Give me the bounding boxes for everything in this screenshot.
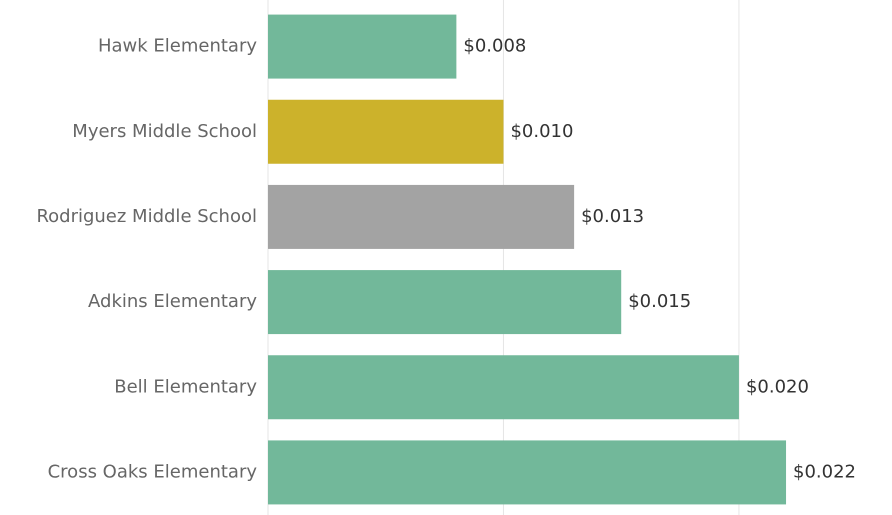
y-tick-label: Bell Elementary xyxy=(114,376,257,397)
y-tick-label: Adkins Elementary xyxy=(88,291,257,312)
bar xyxy=(268,184,575,249)
bar xyxy=(268,270,622,335)
bar xyxy=(268,14,457,79)
bar xyxy=(268,440,787,505)
value-label: $0.020 xyxy=(746,376,809,397)
value-label: $0.015 xyxy=(628,291,691,312)
value-label: $0.022 xyxy=(793,461,856,482)
bar xyxy=(268,355,739,420)
bar xyxy=(268,99,504,164)
y-tick-label: Rodriguez Middle School xyxy=(36,206,257,227)
value-label: $0.010 xyxy=(510,121,573,142)
y-tick-label: Myers Middle School xyxy=(72,121,257,142)
value-label: $0.008 xyxy=(463,36,526,57)
y-tick-label: Hawk Elementary xyxy=(98,36,257,57)
y-tick-label: Cross Oaks Elementary xyxy=(48,461,258,482)
value-label: $0.013 xyxy=(581,206,644,227)
